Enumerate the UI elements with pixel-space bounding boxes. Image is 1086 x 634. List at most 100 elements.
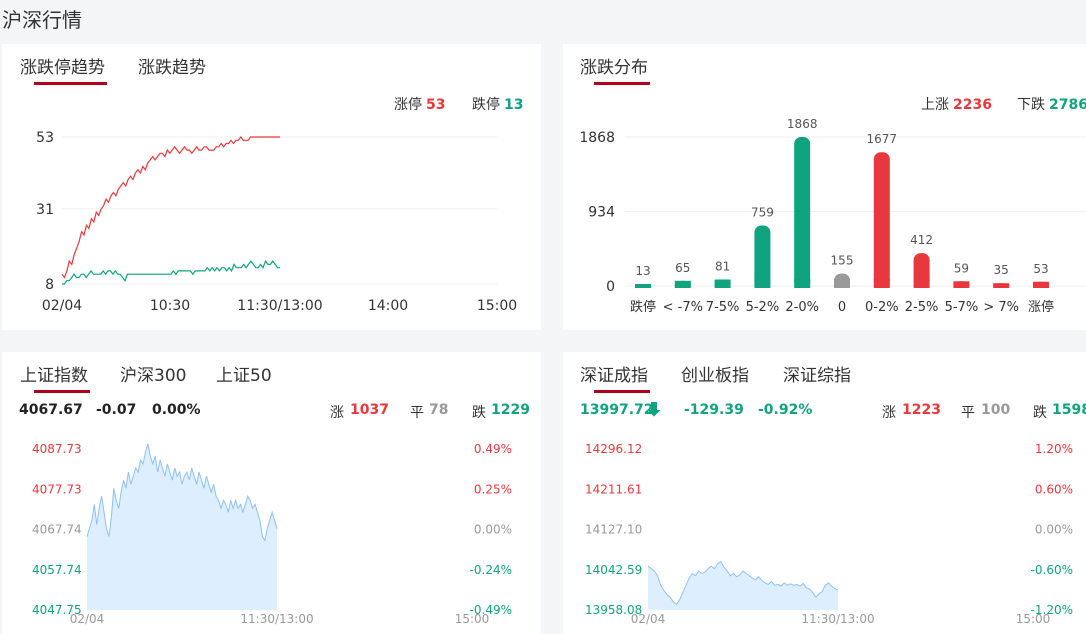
right-axis-label: 0.49% <box>474 442 512 456</box>
left-axis-label: 4067.74 <box>32 523 82 537</box>
x-tick-label: 15:00 <box>455 612 490 626</box>
x-tick-label: 02/04 <box>42 298 82 314</box>
bar-base <box>674 280 691 288</box>
x-tick-label: 02/04 <box>631 612 666 626</box>
left-axis-label: 14127.10 <box>585 523 642 537</box>
bar-base <box>913 279 930 288</box>
left-axis-label: 4087.73 <box>32 442 82 456</box>
tab-chinext[interactable]: 创业板指 <box>681 366 749 386</box>
tab-csi300[interactable]: 沪深300 <box>120 366 187 386</box>
tab-sh-composite[interactable]: 上证指数 <box>20 361 90 393</box>
category-label: 0-2% <box>865 300 899 315</box>
sz-index-tabs: 深证成指 创业板指 深证综指 <box>563 352 1086 393</box>
y-tick-label: 934 <box>588 205 615 221</box>
x-tick-label: 11:30/13:00 <box>237 298 322 314</box>
bar-base <box>953 281 970 288</box>
sz-intraday-chart: 14296.12 1.20% 14211.61 0.60% 14127.10 0.00% 1… <box>585 442 1073 626</box>
down-count-value: 2786 <box>1049 97 1086 113</box>
tab-sse50[interactable]: 上证50 <box>216 366 272 386</box>
limit-trend-tabs: 涨跌停趋势 涨跌趋势 <box>2 44 541 85</box>
sz-pct: -0.92% <box>758 402 813 418</box>
sh-change: -0.07 <box>96 402 137 418</box>
bar-value-label: 81 <box>715 260 730 274</box>
left-axis-label: 13958.08 <box>585 603 642 617</box>
right-axis-label: -0.60% <box>1031 563 1073 577</box>
y-tick-label: 8 <box>45 277 54 293</box>
right-axis-label: 0.00% <box>474 523 512 537</box>
bar-value-label: 65 <box>675 261 690 275</box>
sz-down-value: 1598 <box>1052 402 1086 418</box>
distribution-chart: 1868 934 0 13 跌停 65 < -7% 81 7-5% 759 5-2% 1868 2-0%… <box>579 117 1086 315</box>
limit-trend-chart: 53 31 8 02/04 10:30 11:30/13:00 14:00 15:00 <box>36 130 517 314</box>
sz-change: -129.39 <box>684 402 744 418</box>
sh-flat-label: 平 <box>410 405 424 421</box>
x-tick-label: 14:00 <box>368 298 408 314</box>
bar-value-label: 13 <box>635 264 650 278</box>
x-tick-label: 10:30 <box>150 298 190 314</box>
down-arrow-icon <box>647 401 661 421</box>
bar-base <box>993 283 1010 288</box>
up-count-legend: 上涨 2236 <box>921 94 992 114</box>
up-count-label: 上涨 <box>921 97 949 113</box>
left-axis-label: 4057.74 <box>32 563 82 577</box>
bar-value-label: 1868 <box>787 117 818 131</box>
sh-up-label: 涨 <box>330 405 344 421</box>
sh-price: 4067.67 <box>19 402 83 418</box>
series-line-limit-down <box>62 259 280 285</box>
price-line <box>86 443 278 542</box>
sz-price: 13997.72 <box>580 402 654 418</box>
category-label: < -7% <box>663 300 703 315</box>
sh-down-label: 跌 <box>472 405 486 421</box>
bar <box>754 225 771 288</box>
tab-sz-component[interactable]: 深证成指 <box>580 361 650 393</box>
sh-flat-value: 78 <box>429 402 449 418</box>
sh-index-tabs: 上证指数 沪深300 上证50 <box>2 352 541 393</box>
y-tick-label: 31 <box>36 202 54 218</box>
sz-flat-value: 100 <box>981 402 1011 418</box>
bar-value-label: 1677 <box>867 132 898 146</box>
tab-sz-composite[interactable]: 深证综指 <box>783 366 851 386</box>
sz-down-label: 跌 <box>1033 405 1047 421</box>
bar-base <box>754 279 771 288</box>
series-line-limit-up <box>61 135 280 279</box>
category-label: 5-7% <box>945 300 979 315</box>
sh-down-value: 1229 <box>491 402 530 418</box>
limit-up-label: 涨停 <box>394 97 422 113</box>
left-axis-label: 4047.75 <box>32 603 82 617</box>
sh-up-value: 1037 <box>350 402 389 418</box>
left-axis-label: 14211.61 <box>585 482 642 496</box>
tab-distribution[interactable]: 涨跌分布 <box>580 53 650 85</box>
tab-updown-trend[interactable]: 涨跌趋势 <box>138 58 206 78</box>
category-label: > 7% <box>983 300 1019 315</box>
bar-value-label: 59 <box>954 261 969 275</box>
bar-value-label: 35 <box>994 263 1009 277</box>
bar-value-label: 53 <box>1033 262 1048 276</box>
right-axis-label: -1.20% <box>1031 603 1073 617</box>
x-tick-label: 02/04 <box>70 612 105 626</box>
sz-up-value: 1223 <box>902 402 941 418</box>
category-label: 5-2% <box>746 300 780 315</box>
sz-index-panel: 深证成指 创业板指 深证综指 13997.72 -129.39 -0.92% 涨… <box>563 352 1086 634</box>
bar-value-label: 155 <box>831 254 854 268</box>
x-tick-label: 15:00 <box>477 298 517 314</box>
down-count-label: 下跌 <box>1017 97 1045 113</box>
limit-down-value: 13 <box>504 97 524 113</box>
bar <box>794 137 811 288</box>
down-count-legend: 下跌 2786 <box>1017 94 1086 114</box>
limit-up-legend: 涨停 53 <box>394 94 445 114</box>
bar <box>873 152 890 288</box>
x-tick-label: 15:00 <box>1016 612 1051 626</box>
sz-up-label: 涨 <box>882 405 896 421</box>
bar-base <box>1033 281 1049 288</box>
tab-limit-trend[interactable]: 涨跌停趋势 <box>20 53 107 85</box>
y-tick-label: 1868 <box>579 130 615 146</box>
right-axis-label: 0.25% <box>474 482 512 496</box>
bar-base <box>873 279 890 288</box>
sh-index-panel: 上证指数 沪深300 上证50 4067.67 -0.07 0.00% 涨 10… <box>2 352 541 634</box>
bar-value-label: 412 <box>910 233 933 247</box>
x-tick-label: 11:30/13:00 <box>801 612 874 626</box>
category-label: 跌停 <box>630 299 656 315</box>
limit-down-label: 跌停 <box>472 97 500 113</box>
right-axis-label: 1.20% <box>1035 442 1073 456</box>
category-label: 7-5% <box>706 300 740 315</box>
